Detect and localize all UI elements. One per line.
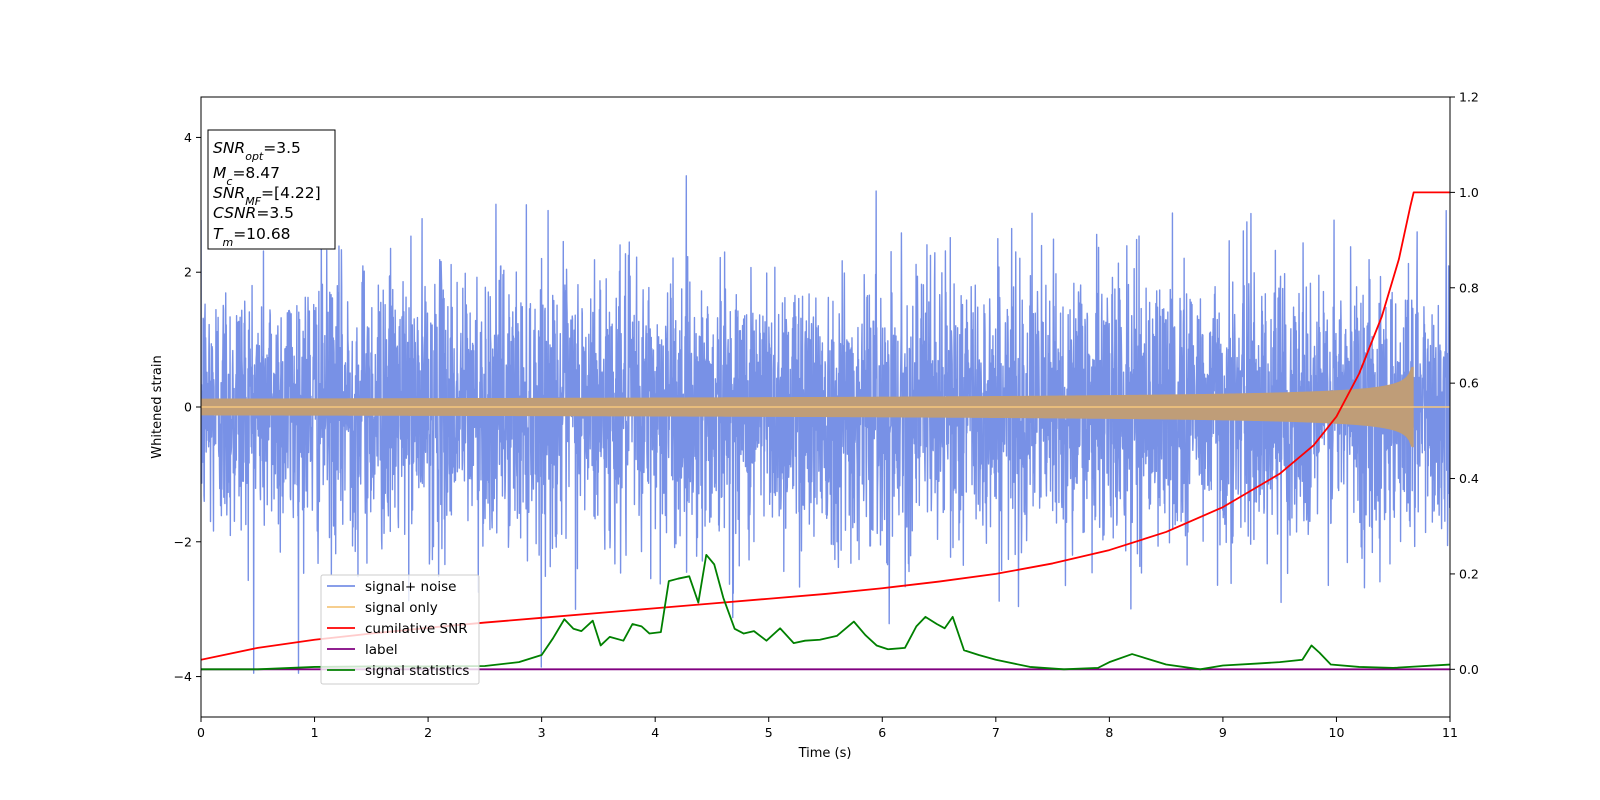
y2-tick-label: 1.0 <box>1459 185 1479 200</box>
y2-tick-label: 0.2 <box>1459 566 1479 581</box>
y-axis-right: 0.0 0.2 0.4 0.6 0.8 1.0 1.2 <box>1450 90 1479 677</box>
snr-opt-text: SNRopt=3.5 <box>213 139 301 163</box>
x-tick-label: 4 <box>651 725 659 740</box>
legend-label: label <box>365 642 398 658</box>
y-tick-label: 0 <box>184 400 192 415</box>
y2-tick-label: 0.0 <box>1459 662 1479 677</box>
y2-tick-label: 1.2 <box>1459 90 1479 105</box>
x-tick-label: 11 <box>1442 725 1458 740</box>
legend-label: cumilative SNR <box>365 621 468 637</box>
x-tick-label: 10 <box>1329 725 1345 740</box>
x-tick-label: 7 <box>992 725 1000 740</box>
y-tick-label: 2 <box>184 265 192 280</box>
y2-tick-label: 0.4 <box>1459 471 1479 486</box>
x-tick-label: 9 <box>1219 725 1227 740</box>
x-tick-label: 8 <box>1105 725 1113 740</box>
mc-text: Mc=8.47 <box>213 164 280 188</box>
signal-only-series <box>201 366 1450 448</box>
y-tick-label: 4 <box>184 130 192 145</box>
x-axis: 0 1 2 3 4 5 6 7 8 9 10 11 <box>197 717 1458 740</box>
legend: signal+ noise signal only cumilative SNR la… <box>320 574 480 685</box>
x-tick-label: 6 <box>878 725 886 740</box>
snr-mf-text: SNRMF=[4.22] <box>213 184 321 208</box>
x-tick-label: 2 <box>424 725 432 740</box>
y-axis-left: −4 −2 0 2 4 <box>174 130 201 684</box>
x-tick-label: 5 <box>765 725 773 740</box>
y-axis-title: Whitened strain <box>150 355 165 458</box>
x-axis-title: Time (s) <box>798 746 852 761</box>
legend-label: signal+ noise <box>365 579 456 595</box>
parameter-annotation-box: SNRopt=3.5 Mc=8.47 SNRMF=[4.22] CSNR=3.5… <box>207 129 336 250</box>
y-tick-label: −4 <box>174 669 192 684</box>
x-tick-label: 0 <box>197 725 205 740</box>
signal-statistics-line <box>201 553 1450 671</box>
x-tick-label: 3 <box>538 725 546 740</box>
csnr-text: CSNR=3.5 <box>213 204 294 222</box>
signal-noise-line <box>201 175 1450 674</box>
y2-tick-label: 0.6 <box>1459 376 1479 391</box>
signal-noise-series <box>201 175 1450 674</box>
legend-label: signal only <box>365 600 438 616</box>
y-tick-label: −2 <box>174 534 192 549</box>
legend-label: signal statistics <box>365 663 469 679</box>
y2-tick-label: 0.8 <box>1459 280 1479 295</box>
x-tick-label: 1 <box>311 725 319 740</box>
tm-text: Tm=10.68 <box>213 225 291 249</box>
